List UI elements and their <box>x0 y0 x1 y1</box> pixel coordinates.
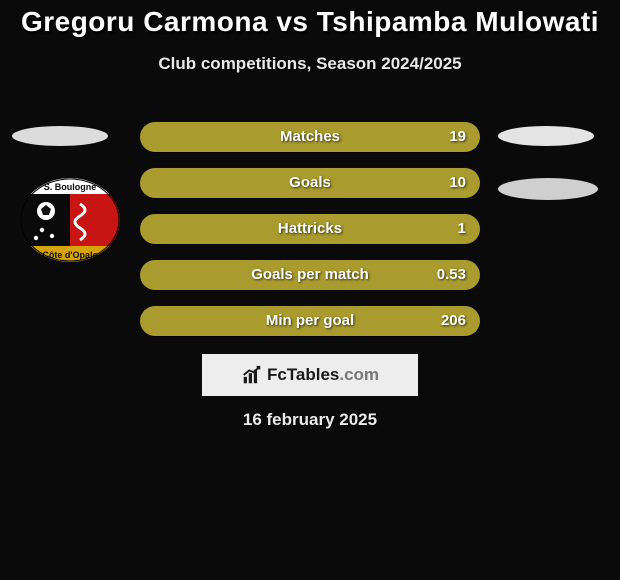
page-subtitle: Club competitions, Season 2024/2025 <box>0 54 620 74</box>
stat-bar: Min per goal206 <box>140 306 480 336</box>
club-badge: S. Boulogne Côte d'Opale <box>20 178 120 262</box>
brand-suffix: .com <box>339 365 379 384</box>
stat-bar-label: Matches <box>140 122 480 152</box>
right-team-ellipse-bottom <box>498 178 598 200</box>
bars-icon <box>241 364 263 386</box>
badge-text-top: S. Boulogne <box>44 182 97 192</box>
stat-bar-value: 206 <box>441 306 466 336</box>
stat-bar-label: Min per goal <box>140 306 480 336</box>
stat-bar: Hattricks1 <box>140 214 480 244</box>
right-team-ellipse-top <box>498 126 594 146</box>
left-team-ellipse <box>12 126 108 146</box>
stat-bar-value: 1 <box>458 214 466 244</box>
brand-text: FcTables.com <box>267 365 379 385</box>
stat-bar: Goals10 <box>140 168 480 198</box>
stat-bar: Matches19 <box>140 122 480 152</box>
stats-bars: Matches19 Goals10 Hattricks1 Goals per matc… <box>140 122 480 352</box>
stat-bar-label: Goals per match <box>140 260 480 290</box>
badge-text-bottom: Côte d'Opale <box>42 250 97 260</box>
brand-prefix: Fc <box>267 365 287 384</box>
page-title: Gregoru Carmona vs Tshipamba Mulowati <box>0 6 620 38</box>
stat-bar-label: Goals <box>140 168 480 198</box>
footer-date: 16 february 2025 <box>0 410 620 430</box>
brand-main: Tables <box>287 365 340 384</box>
brand-box: FcTables.com <box>202 354 418 396</box>
stat-bar-value: 10 <box>449 168 466 198</box>
stat-bar-value: 0.53 <box>437 260 466 290</box>
stat-bar-label: Hattricks <box>140 214 480 244</box>
stat-bar: Goals per match0.53 <box>140 260 480 290</box>
stat-bar-value: 19 <box>449 122 466 152</box>
